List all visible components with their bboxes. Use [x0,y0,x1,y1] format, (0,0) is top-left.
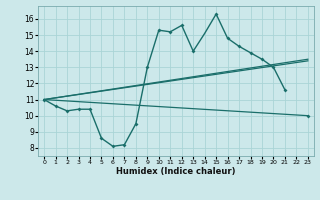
X-axis label: Humidex (Indice chaleur): Humidex (Indice chaleur) [116,167,236,176]
